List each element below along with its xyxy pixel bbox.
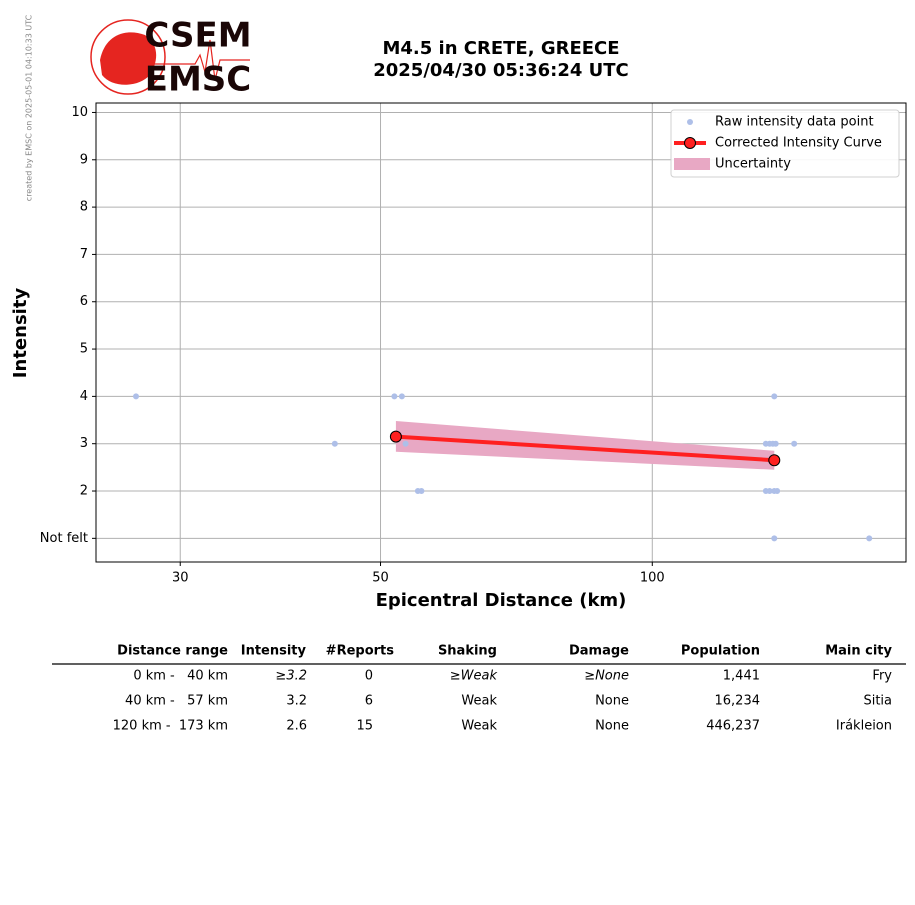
table-cell: 1,441 [723,669,760,684]
data-point [133,393,140,400]
table-header: Damage [569,644,629,659]
legend-marker [684,137,696,149]
table-header: Population [681,644,760,659]
x-tick-label: 50 [372,571,389,586]
x-axis-label: Epicentral Distance (km) [376,590,627,611]
data-point [418,488,425,495]
logo-text: CSEM [144,16,251,56]
table-cell: None [595,694,629,709]
watermark: created by EMSC on 2025-05-01 04:10:33 U… [25,14,34,201]
data-point [866,535,873,542]
table-cell: 2.6 [286,719,307,734]
logo-text: EMSC [145,60,252,100]
table-cell: ≥3.2 [275,669,307,684]
data-point [402,440,409,447]
y-tick-label: 9 [80,152,88,167]
legend-box [670,109,900,178]
uncertainty-band [395,420,775,470]
data-point [791,440,798,447]
curve-marker [768,454,781,467]
table-cell: 0 [365,669,373,684]
data-point [398,393,405,400]
table-cell: 6 [365,694,373,709]
table-header: Shaking [438,644,497,659]
x-tick-label: 30 [172,571,189,586]
table-header: Main city [825,644,892,659]
table-cell: Weak [461,719,497,734]
y-tick-label: 2 [80,484,88,499]
table-cell: Irákleion [836,719,892,734]
table-cell: Weak [461,694,497,709]
x-tick-label: 100 [640,571,665,586]
table-cell: 446,237 [706,719,760,734]
y-axis-label: Intensity [10,288,31,379]
y-tick-label: 7 [80,247,88,262]
y-tick-label: Not felt [40,531,88,546]
y-tick-label: 8 [80,200,88,215]
data-point [771,535,778,542]
table-cell: ≥None [584,669,629,684]
curve-marker [389,430,402,443]
intensity-curve [395,434,775,463]
table-cell: 120 km - 173 km [113,719,228,734]
table-cell: 16,234 [715,694,761,709]
table-header: #Reports [326,644,395,659]
table-cell: None [595,719,629,734]
plot-frame [95,102,907,563]
legend-marker [674,158,710,170]
data-point [391,393,398,400]
table-cell: 0 km - 40 km [133,669,228,684]
y-tick-label: 3 [80,436,88,451]
chart-title: M4.5 in CRETE, GREECE [382,38,619,59]
logo-wave [150,39,250,81]
y-tick-label: 10 [71,105,88,120]
chart-subtitle: 2025/04/30 05:36:24 UTC [373,60,629,81]
table-cell: ≥Weak [450,669,498,684]
legend-label: Uncertainty [715,157,791,172]
legend-marker [687,119,693,125]
table-header: Intensity [241,644,307,659]
table-cell: 40 km - 57 km [125,694,228,709]
y-tick-label: 6 [80,294,88,309]
data-point [766,488,773,495]
y-tick-label: 4 [80,389,88,404]
table-header: Distance range [117,644,228,659]
legend-label: Raw intensity data point [715,115,874,130]
table-cell: Fry [872,669,892,684]
legend-label: Corrected Intensity Curve [715,136,882,151]
data-point [772,440,779,447]
data-point [771,393,778,400]
logo-globe [90,19,166,95]
table-cell: 3.2 [286,694,307,709]
table-cell: Sitia [863,694,892,709]
y-tick-label: 5 [80,342,88,357]
data-point [331,440,338,447]
data-point [774,488,781,495]
logo-map [100,32,157,85]
table-cell: 15 [356,719,373,734]
